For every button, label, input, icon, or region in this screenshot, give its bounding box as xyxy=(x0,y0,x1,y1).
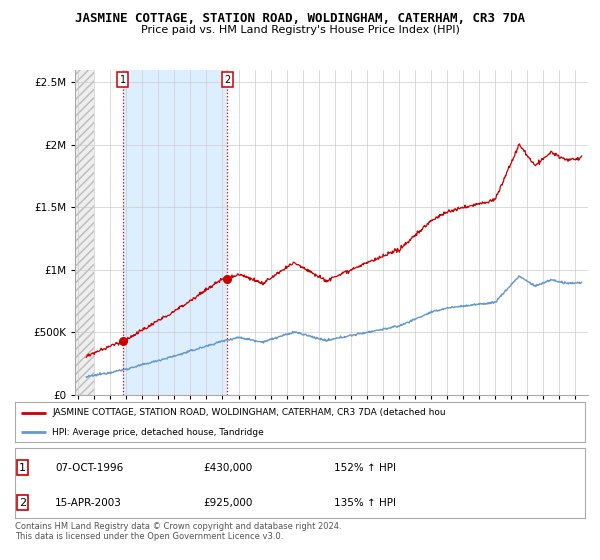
Text: £925,000: £925,000 xyxy=(203,498,253,507)
Text: HPI: Average price, detached house, Tandridge: HPI: Average price, detached house, Tand… xyxy=(52,428,264,437)
Text: 2: 2 xyxy=(224,75,230,85)
Bar xyxy=(75,70,94,395)
Text: Price paid vs. HM Land Registry's House Price Index (HPI): Price paid vs. HM Land Registry's House … xyxy=(140,25,460,35)
Text: 2: 2 xyxy=(19,498,26,507)
Bar xyxy=(122,70,227,395)
Text: 1: 1 xyxy=(19,463,26,473)
Text: 15-APR-2003: 15-APR-2003 xyxy=(55,498,122,507)
Text: 07-OCT-1996: 07-OCT-1996 xyxy=(55,463,123,473)
Text: Contains HM Land Registry data © Crown copyright and database right 2024.
This d: Contains HM Land Registry data © Crown c… xyxy=(15,522,341,542)
Bar xyxy=(75,70,94,395)
Text: 1: 1 xyxy=(119,75,125,85)
Text: JASMINE COTTAGE, STATION ROAD, WOLDINGHAM, CATERHAM, CR3 7DA (detached hou: JASMINE COTTAGE, STATION ROAD, WOLDINGHA… xyxy=(52,408,446,417)
Text: 135% ↑ HPI: 135% ↑ HPI xyxy=(334,498,396,507)
Text: £430,000: £430,000 xyxy=(203,463,253,473)
Text: JASMINE COTTAGE, STATION ROAD, WOLDINGHAM, CATERHAM, CR3 7DA: JASMINE COTTAGE, STATION ROAD, WOLDINGHA… xyxy=(75,12,525,25)
Text: 152% ↑ HPI: 152% ↑ HPI xyxy=(334,463,396,473)
